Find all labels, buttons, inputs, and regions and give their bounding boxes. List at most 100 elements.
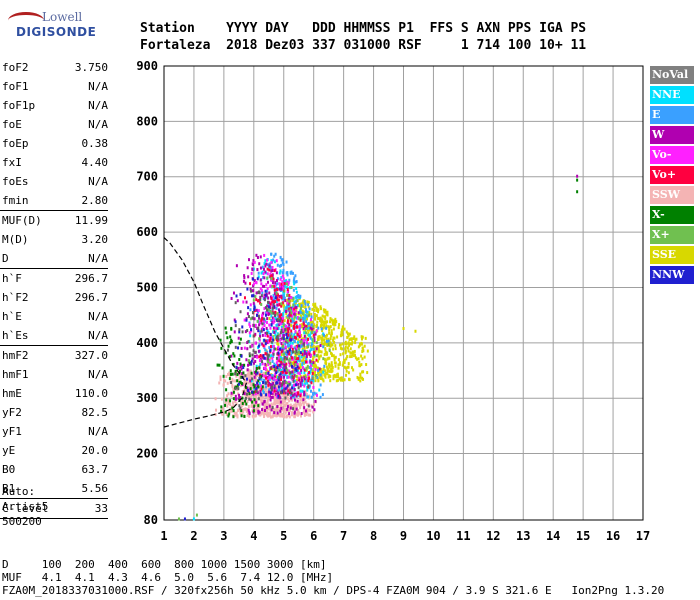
param-value: 3.20 [81,233,109,246]
echo-point [251,377,254,381]
echo-point [234,387,237,391]
echo-point [308,413,311,417]
echo-point [324,348,327,352]
echo-point [303,299,306,303]
echo-point [279,338,282,342]
echo-point [270,380,273,384]
echo-point [307,325,310,329]
echo-point [361,357,364,361]
echo-point [330,354,333,358]
echo-point [360,354,363,358]
echo-point [329,325,332,329]
echo-point [345,373,348,377]
echo-point [281,407,284,411]
echo-point [285,260,288,264]
echo-point [248,393,251,397]
logo-line-2: DIGISONDE [16,25,97,39]
echo-point [329,320,332,324]
echo-point [306,343,309,347]
echo-point [295,305,298,309]
echo-point [268,366,271,370]
echo-point [273,300,276,304]
echo-point [224,401,227,405]
param-row: foF2 3.750 [0,58,112,77]
echo-point [339,343,342,347]
echo-point [339,346,342,350]
echo-point [295,320,298,324]
echo-point [332,374,335,378]
echo-point [275,408,278,412]
echo-point [322,370,325,374]
echo-point [293,326,296,330]
echo-point [284,411,287,415]
echo-point [360,341,363,345]
echo-point [262,371,265,375]
echo-point [284,342,287,346]
param-value: 63.7 [81,463,109,476]
echo-point [268,406,271,410]
scaled-parameters-panel: foF2 3.750 foF1 N/A foF1p N/A foE N/A foEp 0.38 fx… [0,58,112,519]
echo-point [299,363,302,367]
echo-point [347,349,350,353]
echo-point [313,365,316,369]
echo-point [330,343,333,347]
echo-point [278,294,281,298]
echo-point [344,351,347,355]
echo-point [232,409,235,413]
echo-point [299,314,302,318]
echo-point [311,363,314,367]
echo-point [261,265,264,269]
echo-point [330,351,333,355]
echo-point [311,405,314,409]
param-value: 296.7 [74,272,108,285]
echo-point [219,378,222,382]
echo-point [302,352,305,356]
echo-point [309,349,312,353]
echo-point [234,320,237,324]
echo-point [329,317,332,321]
echo-point [297,304,300,308]
echo-point [330,363,333,367]
echo-point [314,302,317,306]
echo-point [283,296,286,300]
echo-point [279,255,282,259]
echo-point [252,284,255,288]
echo-point [283,403,286,407]
echo-point [260,321,263,325]
echo-point [235,374,238,378]
echo-point [276,277,279,281]
echo-point [316,366,319,370]
echo-point [248,322,251,326]
echo-point [280,321,283,325]
echo-point [359,379,362,383]
echo-point [183,517,186,521]
echo-point [268,375,271,379]
echo-point [308,408,311,412]
echo-point [308,386,311,390]
echo-point [244,378,247,382]
echo-point [235,365,238,369]
echo-point [262,356,265,360]
echo-point [348,338,351,342]
param-row: h`E N/A [0,307,112,326]
echo-point [288,338,291,342]
param-separator [0,345,108,346]
echo-point [252,259,255,263]
echo-point [280,317,283,321]
x-tick-label: 2 [190,529,197,543]
echo-point [234,372,237,376]
echo-point [276,375,279,379]
echo-point [275,306,278,310]
echo-point [274,296,277,300]
x-tick-label: 16 [606,529,620,543]
echo-point [320,327,323,331]
echo-point [304,338,307,342]
echo-point [303,350,306,354]
echo-point [312,358,315,362]
echo-point [288,286,291,290]
echo-point [293,392,296,396]
echo-point [263,284,266,288]
echo-point [333,356,336,360]
echo-point [288,391,291,395]
echo-point [293,415,296,419]
